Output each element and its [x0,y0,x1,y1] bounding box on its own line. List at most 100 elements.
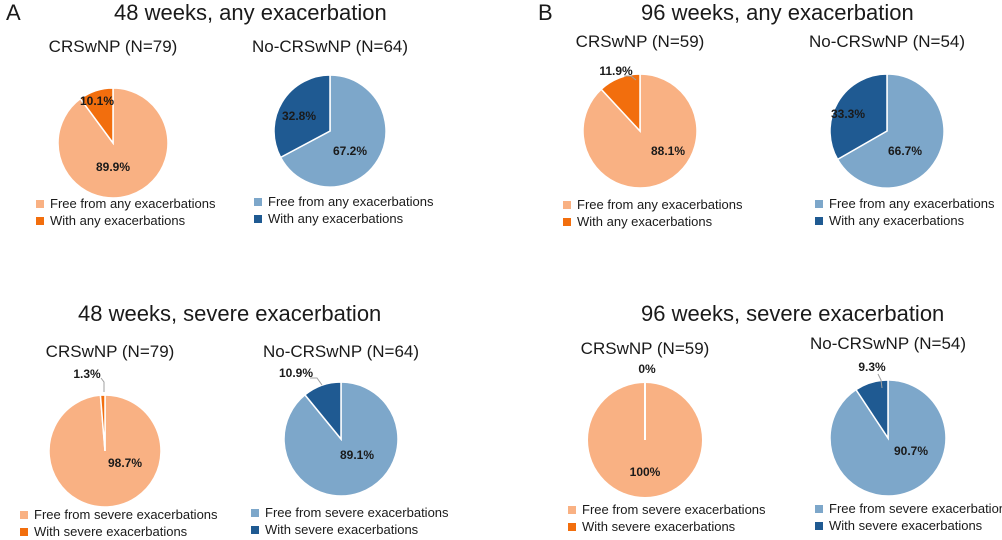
value-label-a1-with: 10.1% [80,94,114,108]
legend-swatch [563,217,571,226]
legend-label: With any exacerbations [50,213,186,228]
legend-swatch [568,522,576,531]
legend-item-b2-free: Free from any exacerbations [815,195,994,212]
legend-item-a2-free: Free from any exacerbations [254,193,433,210]
legend-label: With severe exacerbations [829,518,983,533]
pie-slice-a2-with [273,74,331,159]
legend-item-a1-free: Free from any exacerbations [36,195,215,212]
legend-item-a2-with: With any exacerbations [254,210,433,227]
legend-label: Free from any exacerbations [268,194,434,209]
chart-title-a4: No-CRSwNP (N=64) [262,342,420,361]
pie-slice-a2-free [279,74,387,188]
legend-item-a3-free: Free from severe exacerbations [20,506,218,523]
legend-swatch [815,216,823,225]
legend-item-a4-with: With severe exacerbations [251,521,449,538]
pie-slice-b1-with [600,73,641,133]
pie-slice-b2-free [836,73,945,189]
legend-swatch [254,214,262,223]
pie-slice-a4-with [303,381,342,442]
value-label-b3-free: 100% [630,465,661,479]
legend-item-b4-with: With severe exacerbations [815,517,1002,534]
legend-swatch [20,527,28,536]
legend-a1: Free from any exacerbations With any exac… [36,195,215,229]
legend-item-b3-free: Free from severe exacerbations [568,501,766,518]
legend-swatch [36,199,44,208]
section-title-48w-severe: 48 weeks, severe exacerbation [78,301,382,326]
value-label-a2-with: 32.8% [282,109,316,123]
panel-label-a: A [6,0,21,25]
legend-item-a4-free: Free from severe exacerbations [251,504,449,521]
legend-b3: Free from severe exacerbations With sever… [568,501,766,535]
chart-title-a3: CRSwNP (N=79) [45,342,175,361]
legend-swatch [251,508,259,517]
legend-b2: Free from any exacerbations With any exac… [815,195,994,229]
chart-title-b4: No-CRSwNP (N=54) [809,334,967,353]
legend-item-b3-with: With severe exacerbations [568,518,766,535]
legend-swatch [20,510,28,519]
section-title-96w-any: 96 weeks, any exacerbation [641,0,914,25]
legend-label: With severe exacerbations [34,524,188,539]
value-label-a3-with: 1.3% [73,367,101,381]
legend-swatch [251,525,259,534]
chart-title-b1: CRSwNP (N=59) [575,32,705,51]
legend-label: With any exacerbations [577,214,713,229]
legend-label: Free from any exacerbations [50,196,216,211]
legend-swatch [568,505,576,514]
value-label-b2-with: 33.3% [831,107,865,121]
legend-item-a1-with: With any exacerbations [36,212,215,229]
legend-swatch [36,216,44,225]
legend-label: With severe exacerbations [265,522,419,537]
value-label-b3-with: 0% [638,362,656,376]
legend-item-a3-with: With severe exacerbations [20,523,218,540]
legend-label: With any exacerbations [268,211,404,226]
value-label-a4-with: 10.9% [279,366,313,380]
legend-a3: Free from severe exacerbations With sever… [20,506,218,540]
legend-label: Free from any exacerbations [577,197,743,212]
legend-swatch [815,504,823,513]
value-label-a1-free: 89.9% [96,160,130,174]
legend-a2: Free from any exacerbations With any exac… [254,193,433,227]
legend-label: Free from any exacerbations [829,196,995,211]
leader-line-a3 [100,377,105,392]
chart-title-a2: No-CRSwNP (N=64) [251,37,409,56]
legend-b1: Free from any exacerbations With any exac… [563,196,742,230]
legend-swatch [254,197,262,206]
value-label-b4-free: 90.7% [894,444,928,458]
leader-line-a4 [310,377,323,386]
legend-item-b1-with: With any exacerbations [563,213,742,230]
value-label-b1-free: 88.1% [651,144,685,158]
value-label-a4-free: 89.1% [340,448,374,462]
section-title-48w-any: 48 weeks, any exacerbation [114,0,387,25]
legend-item-b2-with: With any exacerbations [815,212,994,229]
value-label-b4-with: 9.3% [858,360,886,374]
value-label-b2-free: 66.7% [888,144,922,158]
legend-item-b4-free: Free from severe exacerbations [815,500,1002,517]
pie-slice-a1-with [79,87,114,146]
legend-swatch [563,200,571,209]
pie-slice-b2-with [829,73,888,161]
legend-swatch [815,199,823,208]
chart-title-a1: CRSwNP (N=79) [48,37,178,56]
legend-label: Free from severe exacerbations [265,505,449,520]
pie-slice-b4-with [854,379,889,441]
legend-b4: Free from severe exacerbations With sever… [815,500,1002,534]
value-label-a3-free: 98.7% [108,456,142,470]
value-label-b1-with: 11.9% [599,64,633,78]
pie-slice-a4-free [283,381,399,497]
legend-label: With any exacerbations [829,213,965,228]
value-label-a2-free: 67.2% [333,144,367,158]
legend-item-b1-free: Free from any exacerbations [563,196,742,213]
panel-label-b: B [538,0,553,25]
legend-label: Free from severe exacerbations [829,501,1002,516]
leader-line-b4 [877,373,883,389]
legend-label: Free from severe exacerbations [34,507,218,522]
chart-title-b2: No-CRSwNP (N=54) [808,32,966,51]
legend-a4: Free from severe exacerbations With sever… [251,504,449,538]
legend-label: Free from severe exacerbations [582,502,766,517]
leader-line-b1 [624,75,637,81]
legend-swatch [815,521,823,530]
legend-label: With severe exacerbations [582,519,736,534]
section-title-96w-severe: 96 weeks, severe exacerbation [641,301,945,326]
chart-title-b3: CRSwNP (N=59) [580,339,710,358]
